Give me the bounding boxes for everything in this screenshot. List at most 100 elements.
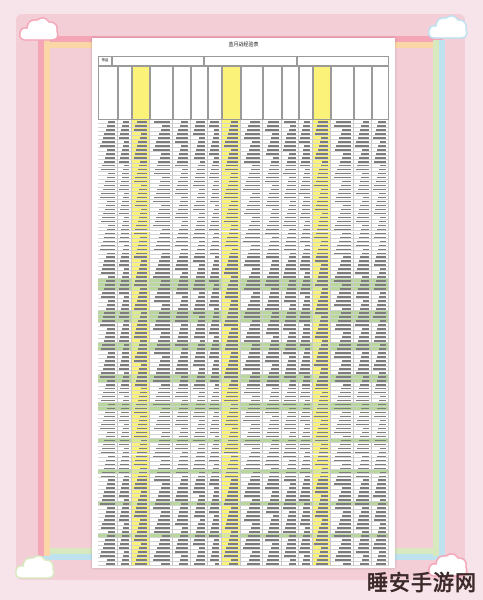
table-cell [131, 418, 151, 423]
table-cell [371, 283, 389, 288]
table-cell [240, 263, 264, 268]
table-cell [298, 311, 313, 316]
table-cell [191, 446, 209, 451]
table-cell [208, 530, 223, 535]
table-cell [298, 327, 313, 332]
table-cell [208, 127, 223, 132]
table-cell [222, 155, 241, 160]
table-cell [281, 458, 299, 463]
table-cell [222, 159, 241, 164]
table-cell [263, 378, 282, 383]
table-cell [172, 147, 192, 152]
table-cell [281, 327, 299, 332]
table-cell [222, 139, 241, 144]
table-cell [371, 418, 389, 423]
table-cell [150, 287, 173, 292]
table-cell [222, 558, 241, 562]
table-cell [312, 470, 331, 475]
table-cell [191, 502, 209, 507]
table-row [98, 398, 389, 403]
table-cell [208, 418, 223, 423]
table-cell [281, 346, 299, 351]
table-cell [331, 315, 354, 320]
table-cell [150, 319, 173, 324]
table-cell [371, 546, 389, 551]
table-cell [331, 442, 354, 447]
table-cell [150, 195, 173, 200]
table-cell [312, 251, 331, 256]
table-cell [371, 406, 389, 411]
table-cell [331, 482, 354, 487]
table-cell [240, 211, 264, 216]
table-cell [191, 155, 209, 160]
table-row [98, 406, 389, 411]
table-cell [150, 354, 173, 359]
table-cell [150, 159, 173, 164]
table-cell [172, 402, 192, 407]
table-cell [312, 426, 331, 431]
table-cell [117, 358, 132, 363]
subheader-cell [222, 66, 241, 120]
table-cell [298, 255, 313, 260]
table-cell [117, 187, 132, 192]
table-cell [331, 406, 354, 411]
table-cell [298, 147, 313, 152]
table-cell [150, 227, 173, 232]
table-cell [117, 339, 132, 343]
table-cell [371, 374, 389, 379]
table-cell [172, 462, 192, 467]
table-cell [208, 462, 223, 467]
table-cell [371, 151, 389, 156]
table-cell [208, 331, 223, 336]
table-cell [312, 346, 331, 351]
table-row [98, 239, 389, 244]
table-row [98, 426, 389, 431]
table-cell [281, 526, 299, 531]
table-cell [208, 315, 223, 320]
table-cell [263, 502, 282, 507]
table-cell [191, 534, 209, 539]
table-cell [208, 346, 223, 351]
table-cell [191, 562, 209, 566]
table-cell [312, 279, 331, 284]
table-cell [312, 267, 331, 272]
table-cell [150, 454, 173, 459]
table-cell [172, 550, 192, 555]
table-cell [131, 159, 151, 164]
table-cell [263, 562, 282, 566]
table-cell [353, 526, 372, 531]
table-cell [98, 191, 118, 196]
table-row [98, 123, 389, 128]
table-cell [191, 211, 209, 216]
table-cell [353, 554, 372, 559]
table-cell [98, 502, 118, 507]
table-cell [240, 275, 264, 280]
table-cell [150, 450, 173, 455]
table-cell [222, 255, 241, 260]
table-cell [150, 470, 173, 475]
table-cell [117, 430, 132, 435]
table-row [98, 510, 389, 515]
table-cell [191, 259, 209, 264]
table-cell [331, 366, 354, 371]
table-cell [353, 159, 372, 164]
table-cell [117, 231, 132, 236]
table-cell [191, 311, 209, 316]
table-cell [312, 562, 331, 566]
table-cell [312, 235, 331, 240]
table-cell [371, 159, 389, 164]
table-cell [117, 219, 132, 224]
table-cell [371, 534, 389, 539]
table-cell [240, 319, 264, 324]
table-cell [222, 550, 241, 555]
table-cell [150, 466, 173, 471]
table-cell [131, 390, 151, 395]
table-cell [353, 506, 372, 511]
table-cell [371, 167, 389, 172]
table-cell [353, 167, 372, 172]
table-cell [172, 227, 192, 232]
table-cell [263, 120, 282, 124]
table-cell [263, 183, 282, 188]
table-cell [117, 530, 132, 535]
table-cell [371, 127, 389, 132]
